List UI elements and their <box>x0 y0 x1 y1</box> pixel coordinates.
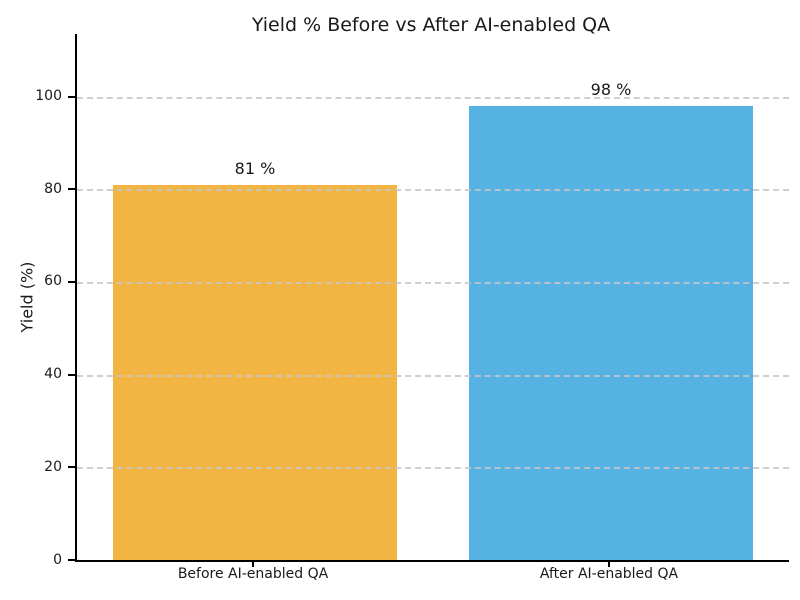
y-tick-mark-0 <box>68 559 75 561</box>
y-tick-mark-40 <box>68 373 75 376</box>
bar-value-label-1: 98 % <box>590 79 632 99</box>
y-tick-label-100: 100 <box>35 88 62 105</box>
x-tick-mark-1 <box>608 561 610 567</box>
bar-1 <box>468 105 754 560</box>
y-tick-label-0: 0 <box>53 551 62 568</box>
y-tick-label-20: 20 <box>44 458 62 475</box>
y-tick-mark-80 <box>68 188 75 191</box>
gridline-y-40 <box>77 374 789 377</box>
gridline-y-80 <box>77 189 789 192</box>
bar-value-label-0: 81 % <box>234 158 276 178</box>
y-tick-mark-60 <box>68 280 75 283</box>
y-tick-label-60: 60 <box>44 273 62 290</box>
y-tick-label-80: 80 <box>44 180 62 197</box>
chart-title: Yield % Before vs After AI-enabled QA <box>251 14 611 36</box>
gridline-y-20 <box>77 467 789 470</box>
x-tick-label-0: Before AI-enabled QA <box>177 566 329 582</box>
y-tick-mark-20 <box>68 466 75 469</box>
gridline-y-60 <box>77 281 789 284</box>
x-tick-mark-0 <box>252 561 254 567</box>
x-tick-label-1: After AI-enabled QA <box>539 566 679 582</box>
y-tick-label-40: 40 <box>44 366 62 383</box>
plot-area: 81 % 98 % <box>75 34 789 562</box>
y-tick-mark-100 <box>68 95 75 98</box>
bar-0 <box>112 184 398 560</box>
y-axis-label: Yield (%) <box>17 261 37 333</box>
gridline-y-100 <box>77 96 789 99</box>
